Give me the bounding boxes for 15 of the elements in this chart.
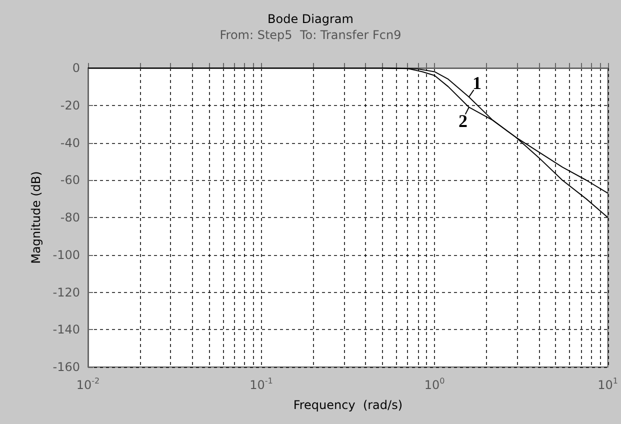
y-axis-title: Magnitude (dB) xyxy=(28,171,43,264)
chart-subtitle: From: Step5 To: Transfer Fcn9 xyxy=(220,28,402,42)
y-tick-label: -40 xyxy=(60,136,80,150)
annotation: 2 xyxy=(458,111,468,132)
annotation: 1 xyxy=(472,72,482,93)
y-tick-label: -80 xyxy=(60,210,80,224)
y-tick-label: -160 xyxy=(52,360,80,374)
y-tick-label: -60 xyxy=(60,173,80,188)
x-axis-title: Frequency (rad/s) xyxy=(293,398,403,412)
chart-title: Bode Diagram xyxy=(268,12,354,26)
y-tick-label: -20 xyxy=(60,98,80,112)
y-tick-label: -120 xyxy=(52,285,80,300)
y-tick-label: -140 xyxy=(52,322,80,337)
y-tick-label: 0 xyxy=(72,61,80,75)
y-tick-label: -100 xyxy=(52,248,80,262)
